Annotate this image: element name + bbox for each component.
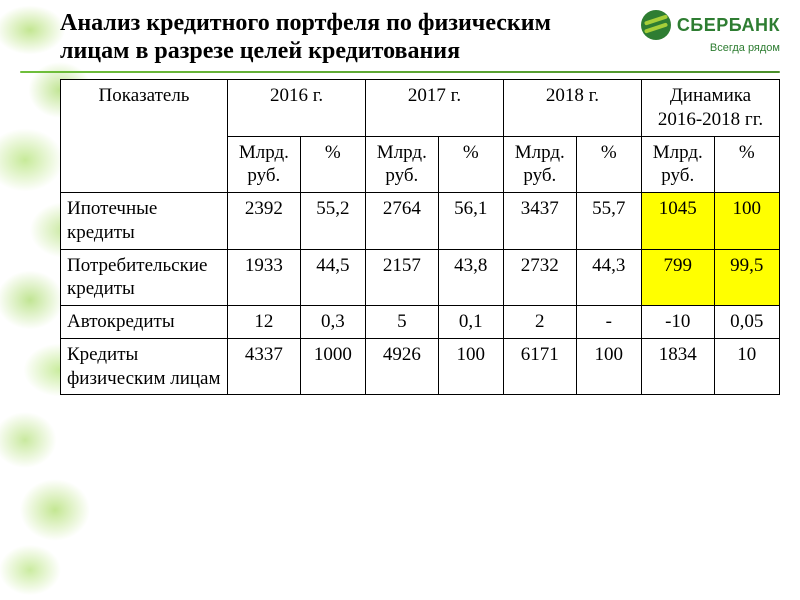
portfolio-table: Показатель 2016 г. 2017 г. 2018 г. Динам… (60, 79, 780, 395)
row-value: 5 (366, 306, 439, 339)
row-value: 44,5 (300, 249, 365, 306)
row-value: 12 (228, 306, 301, 339)
row-value: 100 (438, 338, 503, 395)
th-2016-pct: % (300, 136, 365, 193)
th-dynamics-l1: Динамика (670, 85, 751, 106)
row-value: 2157 (366, 249, 439, 306)
row-value: -10 (641, 306, 714, 339)
row-value: 56,1 (438, 193, 503, 250)
table-body: Ипотечные кредиты239255,2276456,1343755,… (61, 193, 780, 395)
th-dyn-bln: Млрд. руб. (641, 136, 714, 193)
row-label: Потребительские кредиты (61, 249, 228, 306)
page-title: Анализ кредитного портфеля по физическим… (60, 10, 580, 65)
brand-name: СБЕРБАНК (677, 15, 780, 36)
row-value: 4926 (366, 338, 439, 395)
th-2017-bln: Млрд. руб. (366, 136, 439, 193)
row-value: 2732 (503, 249, 576, 306)
th-indicator: Показатель (61, 80, 228, 193)
row-value: 799 (641, 249, 714, 306)
table-row: Ипотечные кредиты239255,2276456,1343755,… (61, 193, 780, 250)
row-value: 2764 (366, 193, 439, 250)
th-dyn-pct: % (714, 136, 779, 193)
row-value: 2 (503, 306, 576, 339)
row-value: 1933 (228, 249, 301, 306)
row-value: 44,3 (576, 249, 641, 306)
divider (20, 71, 780, 73)
th-dynamics: Динамика 2016-2018 гг. (641, 80, 779, 137)
table-row: Потребительские кредиты193344,5215743,82… (61, 249, 780, 306)
table-row: Автокредиты120,350,12--100,05 (61, 306, 780, 339)
table-header-row-1: Показатель 2016 г. 2017 г. 2018 г. Динам… (61, 80, 780, 137)
th-2018: 2018 г. (503, 80, 641, 137)
row-value: 0,3 (300, 306, 365, 339)
table-row: Кредиты физическим лицам4337100049261006… (61, 338, 780, 395)
row-value: 1000 (300, 338, 365, 395)
row-value: 6171 (503, 338, 576, 395)
th-2018-pct: % (576, 136, 641, 193)
portfolio-table-wrap: Показатель 2016 г. 2017 г. 2018 г. Динам… (0, 79, 800, 395)
th-2017-pct: % (438, 136, 503, 193)
th-2016-bln: Млрд. руб. (228, 136, 301, 193)
row-value: 100 (576, 338, 641, 395)
row-value: 100 (714, 193, 779, 250)
row-value: - (576, 306, 641, 339)
row-label: Ипотечные кредиты (61, 193, 228, 250)
th-2017: 2017 г. (366, 80, 504, 137)
row-value: 3437 (503, 193, 576, 250)
sberbank-icon (641, 10, 671, 40)
row-value: 99,5 (714, 249, 779, 306)
brand-logo: СБЕРБАНК Всегда рядом (641, 10, 780, 54)
row-label: Кредиты физическим лицам (61, 338, 228, 395)
row-value: 55,7 (576, 193, 641, 250)
th-2016: 2016 г. (228, 80, 366, 137)
row-value: 0,1 (438, 306, 503, 339)
row-value: 0,05 (714, 306, 779, 339)
row-value: 43,8 (438, 249, 503, 306)
row-label: Автокредиты (61, 306, 228, 339)
row-value: 4337 (228, 338, 301, 395)
row-value: 10 (714, 338, 779, 395)
row-value: 1834 (641, 338, 714, 395)
brand-tagline: Всегда рядом (641, 42, 780, 54)
row-value: 1045 (641, 193, 714, 250)
header: Анализ кредитного портфеля по физическим… (0, 0, 800, 69)
th-dynamics-l2: 2016-2018 гг. (658, 109, 763, 130)
th-2018-bln: Млрд. руб. (503, 136, 576, 193)
row-value: 55,2 (300, 193, 365, 250)
row-value: 2392 (228, 193, 301, 250)
